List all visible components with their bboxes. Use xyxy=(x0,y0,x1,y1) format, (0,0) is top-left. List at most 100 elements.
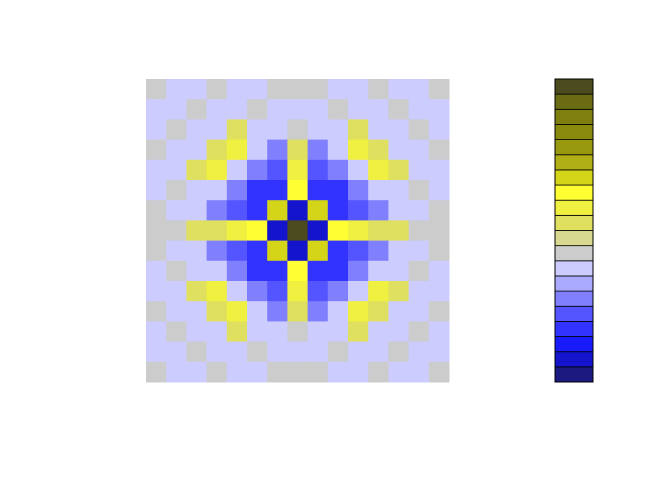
contour-cell xyxy=(166,119,187,141)
contour-cell xyxy=(287,159,309,181)
contour-cell xyxy=(408,139,430,161)
contour-cell xyxy=(146,79,167,100)
contour-cell xyxy=(388,79,410,100)
contour-cell xyxy=(327,79,349,100)
contour-cell xyxy=(368,200,389,221)
colorbar-segment xyxy=(554,199,594,216)
contour-cell xyxy=(226,260,248,282)
contour-cell xyxy=(186,260,208,282)
contour-cell xyxy=(186,240,208,262)
contour-cell xyxy=(206,341,228,363)
contour-cell xyxy=(327,99,349,120)
contour-cell xyxy=(428,99,450,120)
contour-cell xyxy=(267,79,288,100)
contour-cell xyxy=(186,341,208,363)
contour-cell xyxy=(368,301,389,322)
colorbar-segment xyxy=(554,260,594,277)
contour-cell xyxy=(307,180,329,201)
contour-cell xyxy=(307,79,329,100)
contour-cell xyxy=(186,159,208,181)
colorbar-segment xyxy=(554,154,594,171)
contour-cell xyxy=(247,220,268,242)
contour-cell xyxy=(408,361,430,383)
contour-cell xyxy=(186,220,208,242)
contour-cell xyxy=(368,240,389,262)
contour-cell xyxy=(247,321,268,343)
contour-cell xyxy=(247,200,268,221)
contour-cell xyxy=(368,119,389,141)
contour-cell xyxy=(206,139,228,161)
contour-cell xyxy=(327,260,349,282)
contour-cell xyxy=(307,200,329,221)
contour-cell xyxy=(267,281,288,302)
contour-cell xyxy=(166,99,187,120)
contour-cell xyxy=(327,180,349,201)
contour-cell xyxy=(408,240,430,262)
contour-cell xyxy=(267,99,288,120)
contour-cell xyxy=(226,281,248,302)
contour-cell xyxy=(368,79,389,100)
colorbar-segment xyxy=(554,139,594,156)
contour-cell xyxy=(287,139,309,161)
contour-cell xyxy=(146,260,167,282)
contour-cell xyxy=(247,139,268,161)
contour-cell xyxy=(348,200,369,221)
contour-cell xyxy=(307,139,329,161)
contour-cell xyxy=(146,281,167,302)
contour-cell xyxy=(428,159,450,181)
contour-cell xyxy=(226,99,248,120)
contour-cell xyxy=(267,321,288,343)
contour-cell xyxy=(348,79,369,100)
contour-cell xyxy=(408,159,430,181)
contour-cell xyxy=(428,260,450,282)
contour-cell xyxy=(327,281,349,302)
contour-cell xyxy=(247,301,268,322)
contour-cell xyxy=(247,341,268,363)
contour-cell xyxy=(206,79,228,100)
contour-cell xyxy=(146,99,167,120)
contour-cell xyxy=(226,361,248,383)
contour-cell xyxy=(166,139,187,161)
contour-cell xyxy=(206,200,228,221)
contour-cell xyxy=(408,79,430,100)
contour-cell xyxy=(206,220,228,242)
contour-cell xyxy=(247,180,268,201)
contour-cell xyxy=(368,180,389,201)
contour-cell xyxy=(226,159,248,181)
contour-cell xyxy=(348,361,369,383)
contour-cell xyxy=(267,361,288,383)
contour-cell xyxy=(166,341,187,363)
contour-cell xyxy=(186,301,208,322)
contour-cell xyxy=(348,119,369,141)
contour-cell xyxy=(206,159,228,181)
contour-cell xyxy=(327,301,349,322)
contour-cell xyxy=(287,341,309,363)
contour-cell xyxy=(388,341,410,363)
contour-cell xyxy=(388,301,410,322)
contour-cell xyxy=(408,341,430,363)
contour-cell xyxy=(267,139,288,161)
contour-cell xyxy=(146,321,167,343)
contour-cell xyxy=(166,79,187,100)
contour-cell xyxy=(267,159,288,181)
contour-cell xyxy=(247,281,268,302)
colorbar-segment xyxy=(554,336,594,353)
contour-cell xyxy=(348,240,369,262)
colorbar-segment xyxy=(554,305,594,322)
colorbar-segment xyxy=(554,214,594,231)
contour-cell xyxy=(368,159,389,181)
colorbar-segment xyxy=(554,124,594,140)
contour-cell xyxy=(348,260,369,282)
contour-cell xyxy=(388,240,410,262)
contour-cell xyxy=(388,260,410,282)
contour-cell xyxy=(146,341,167,363)
contour-cell xyxy=(287,79,309,100)
contour-cell xyxy=(348,159,369,181)
colorbar-segment xyxy=(554,290,594,307)
contour-cell xyxy=(226,341,248,363)
contour-cell xyxy=(166,220,187,242)
contour-cell xyxy=(408,220,430,242)
contour-cell xyxy=(428,341,450,363)
colorbar-segment xyxy=(554,366,594,383)
contour-cell xyxy=(146,200,167,221)
